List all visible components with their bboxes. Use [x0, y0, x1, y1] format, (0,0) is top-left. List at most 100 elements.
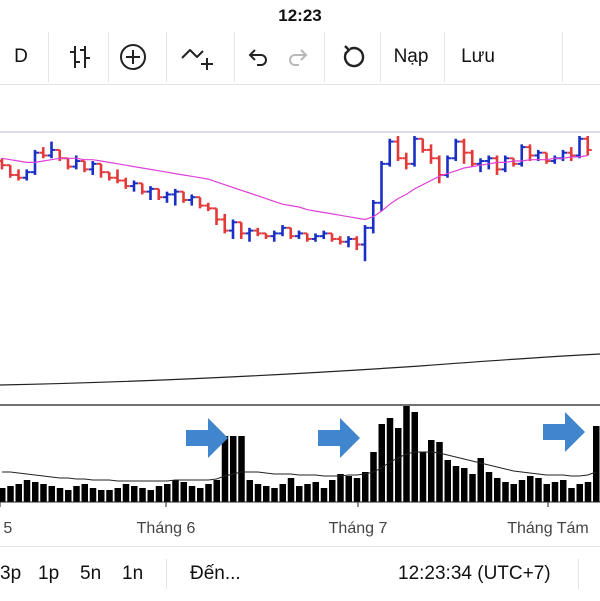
- volume-bar: [527, 476, 534, 502]
- volume-bar: [370, 452, 377, 502]
- volume-bar: [56, 488, 64, 502]
- volume-bar: [65, 490, 72, 502]
- volume-bar: [246, 480, 253, 502]
- volume-bar: [510, 484, 517, 502]
- annotation-arrow-icon: [543, 412, 585, 452]
- range-1p-label: 1p: [38, 563, 60, 584]
- toolbar-divider: [380, 32, 381, 82]
- baseline-indicator-line: [0, 353, 600, 386]
- volume-bar: [205, 484, 212, 502]
- volume-bar: [106, 490, 113, 502]
- moving-average-line: [1, 154, 588, 221]
- volume-bar: [593, 426, 600, 502]
- load-label: Nạp: [393, 46, 429, 67]
- time-axis-label: Tháng 6: [137, 520, 196, 537]
- goto-label: Đến...: [190, 563, 241, 584]
- range-5n[interactable]: 5n: [80, 547, 101, 601]
- volume-average-line: [2, 451, 597, 482]
- volume-bar: [279, 484, 286, 502]
- range-1p[interactable]: 1p: [38, 547, 59, 601]
- volume-bar: [254, 484, 262, 502]
- volume-bar: [535, 478, 542, 502]
- goto-date-button[interactable]: Đến...: [190, 547, 241, 601]
- range-1n[interactable]: 1n: [122, 547, 143, 601]
- volume-bar: [81, 484, 88, 502]
- volume-bar: [32, 482, 39, 502]
- volume-bar: [40, 484, 47, 502]
- volume-bar: [296, 486, 303, 502]
- volume-bar: [188, 486, 196, 502]
- volume-bar: [329, 480, 336, 502]
- volume-bar: [73, 486, 80, 502]
- time-axis-label: Tháng 7: [329, 520, 388, 537]
- volume-bar: [502, 482, 509, 502]
- drawing-tools-icon: [181, 49, 213, 70]
- volume-bar: [147, 490, 154, 502]
- volume-bar: [345, 476, 352, 502]
- volume-bar: [337, 474, 344, 502]
- volume-bar: [543, 484, 550, 502]
- volume-bar: [362, 472, 369, 502]
- redo-icon: [289, 49, 308, 66]
- volume-bar: [263, 486, 270, 502]
- volume-bar: [378, 424, 385, 502]
- volume-bar: [23, 480, 31, 502]
- volume-bar: [312, 482, 319, 502]
- bar-style-button[interactable]: [56, 30, 104, 84]
- price-volume-chart[interactable]: g 5 Tháng 6 Tháng 7 Tháng Tám: [0, 84, 600, 546]
- drawing-tools-button[interactable]: [172, 30, 222, 84]
- reset-icon: [343, 45, 365, 68]
- volume-bar: [221, 436, 229, 502]
- annotation-arrow-icon: [186, 418, 228, 458]
- volume-bar: [0, 488, 6, 502]
- volume-bar: [485, 472, 493, 502]
- clock-label: 12:23:34 (UTC+7): [398, 563, 551, 584]
- status-time: 12:23: [278, 6, 322, 25]
- toolbar-divider: [108, 32, 109, 82]
- volume-bar: [114, 488, 121, 502]
- interval-label: D: [14, 46, 28, 67]
- volume-bar: [230, 436, 237, 502]
- range-3p[interactable]: 3p: [0, 547, 21, 601]
- volume-bar: [213, 480, 220, 502]
- reset-chart-button[interactable]: [332, 30, 372, 84]
- volume-bar: [452, 466, 460, 502]
- volume-bar: [98, 490, 105, 502]
- timezone-clock[interactable]: 12:23:34 (UTC+7): [398, 547, 551, 601]
- volume-bar: [48, 486, 55, 502]
- volume-bar: [238, 436, 245, 502]
- volume-bar: [155, 486, 163, 502]
- volume-bar: [139, 488, 146, 502]
- interval-button[interactable]: D: [4, 30, 38, 84]
- status-bar: 12:23: [0, 0, 600, 30]
- range-1n-label: 1n: [122, 563, 144, 584]
- load-button[interactable]: Nạp: [384, 30, 438, 84]
- save-label: Lưu: [461, 46, 495, 67]
- bar-style-icon: [70, 46, 90, 68]
- volume-bar: [428, 440, 435, 502]
- volume-bar: [164, 484, 171, 502]
- save-button[interactable]: Lưu: [450, 30, 506, 84]
- bottom-divider: [166, 559, 167, 589]
- toolbar-divider: [48, 32, 49, 82]
- redo-button[interactable]: [280, 30, 316, 84]
- volume-bar: [551, 482, 559, 502]
- toolbar-divider: [324, 32, 325, 82]
- volume-bar: [568, 488, 575, 502]
- volume-bar: [436, 442, 443, 502]
- volume-bar: [444, 460, 451, 502]
- volume-bar: [477, 458, 484, 502]
- volume-bar: [353, 478, 361, 502]
- volume-bar: [419, 452, 427, 502]
- volume-bar: [7, 486, 14, 502]
- volume-bar: [518, 480, 526, 502]
- volume-bar: [180, 482, 187, 502]
- time-axis-label: g 5: [0, 520, 12, 537]
- chart-area[interactable]: g 5 Tháng 6 Tháng 7 Tháng Tám: [0, 84, 600, 546]
- toolbar-divider: [234, 32, 235, 82]
- add-indicator-button[interactable]: [112, 30, 154, 84]
- toolbar-divider: [444, 32, 445, 82]
- volume-bar: [469, 474, 476, 502]
- volume-bar: [411, 412, 418, 502]
- undo-button[interactable]: [240, 30, 276, 84]
